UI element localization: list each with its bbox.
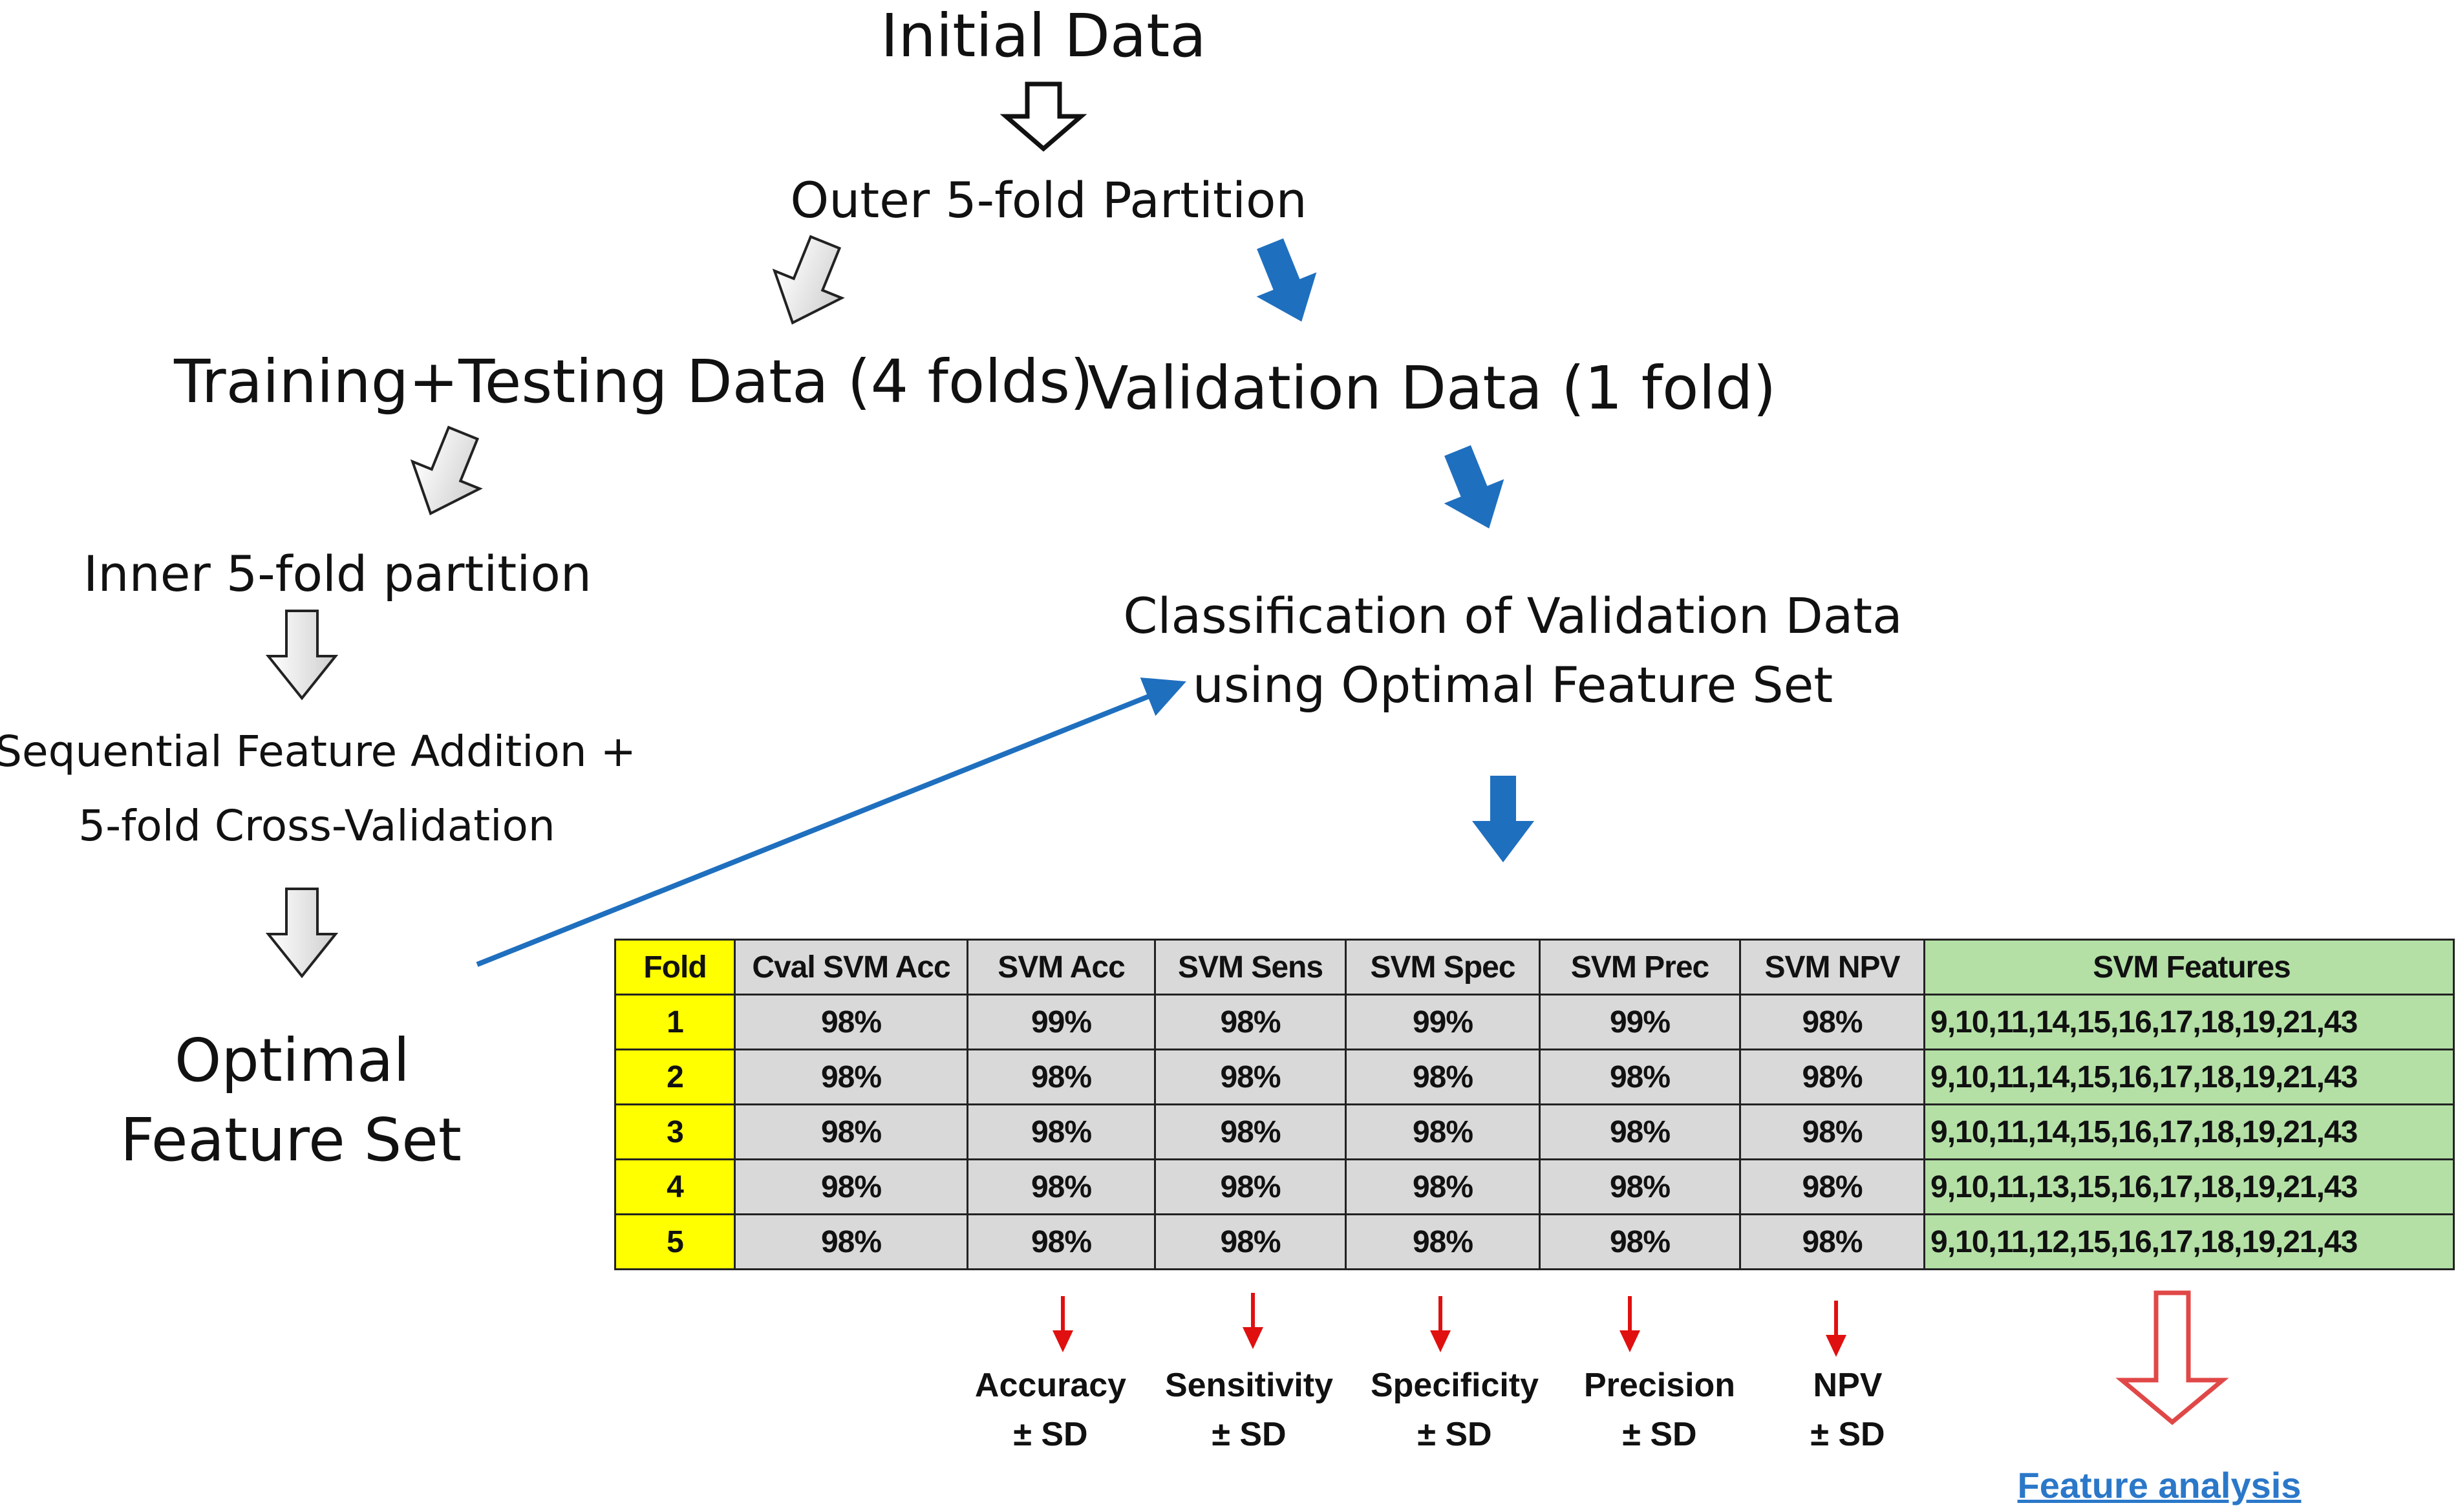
table-header-row: Fold Cval SVM Acc SVM Acc SVM Sens SVM S…	[614, 939, 2455, 996]
npv-cell: 98%	[1739, 1049, 1925, 1105]
cval-acc-cell: 98%	[734, 1049, 968, 1105]
cval-acc-cell: 98%	[734, 1158, 968, 1215]
column-header-fold: Fold	[614, 939, 736, 996]
blue-arrow-to-classification	[1444, 445, 1504, 529]
sens-cell: 98%	[1154, 1158, 1347, 1215]
metric-sd: ± SD	[1622, 1416, 1697, 1453]
spec-cell: 99%	[1345, 994, 1541, 1050]
prec-cell: 98%	[1539, 1049, 1741, 1105]
acc-cell: 98%	[967, 1103, 1156, 1160]
red-arrow-precision	[1619, 1296, 1640, 1352]
initial-data-label: Initial Data	[881, 1, 1206, 70]
validation-data-label: Validation Data (1 fold)	[1087, 354, 1777, 423]
metric-name: Accuracy	[974, 1367, 1127, 1404]
features-cell: 9,10,11,14,15,16,17,18,19,21,43	[1923, 994, 2455, 1050]
red-arrow-accuracy	[1053, 1296, 1073, 1352]
column-header-features: SVM Features	[1923, 939, 2455, 996]
red-hollow-arrow-feature-analysis	[2115, 1290, 2229, 1425]
metric-name: Sensitivity	[1164, 1367, 1334, 1404]
prec-cell: 98%	[1539, 1213, 1741, 1270]
sens-cell: 98%	[1154, 994, 1347, 1050]
table-row: 5 98% 98% 98% 98% 98% 98% 9,10,11,12,15,…	[614, 1213, 2455, 1270]
table-row: 1 98% 99% 98% 99% 99% 98% 9,10,11,14,15,…	[614, 994, 2455, 1050]
table-row: 2 98% 98% 98% 98% 98% 98% 9,10,11,14,15,…	[614, 1049, 2455, 1105]
features-cell: 9,10,11,14,15,16,17,18,19,21,43	[1923, 1049, 2455, 1105]
gray-arrow-to-inner	[410, 425, 483, 516]
metric-sd: ± SD	[1013, 1416, 1088, 1453]
red-arrow-specificity	[1430, 1296, 1451, 1352]
metric-accuracy: Accuracy ± SD	[975, 1361, 1126, 1459]
cval-acc-cell: 98%	[734, 1103, 968, 1160]
fold-cell: 2	[614, 1049, 736, 1105]
results-table: Fold Cval SVM Acc SVM Acc SVM Sens SVM S…	[614, 939, 2455, 1270]
sens-cell: 98%	[1154, 1049, 1347, 1105]
spec-cell: 98%	[1345, 1158, 1541, 1215]
metric-sd: ± SD	[1417, 1416, 1492, 1453]
prec-cell: 99%	[1539, 994, 1741, 1050]
features-cell: 9,10,11,14,15,16,17,18,19,21,43	[1923, 1103, 2455, 1160]
red-arrow-sensitivity	[1243, 1293, 1263, 1349]
table-row: 4 98% 98% 98% 98% 98% 98% 9,10,11,13,15,…	[614, 1158, 2455, 1215]
cval-acc-cell: 98%	[734, 1213, 968, 1270]
fold-cell: 3	[614, 1103, 736, 1160]
gray-arrow-to-training	[772, 235, 845, 325]
red-arrow-npv	[1826, 1301, 1846, 1357]
fold-cell: 1	[614, 994, 736, 1050]
training-data-label: Training+Testing Data (4 folds)	[174, 347, 1093, 416]
column-header-acc: SVM Acc	[967, 939, 1156, 996]
spec-cell: 98%	[1345, 1103, 1541, 1160]
optimal-label: Optimal	[174, 1026, 411, 1095]
sens-cell: 98%	[1154, 1103, 1347, 1160]
acc-cell: 98%	[967, 1158, 1156, 1215]
npv-cell: 98%	[1739, 1103, 1925, 1160]
features-cell: 9,10,11,13,15,16,17,18,19,21,43	[1923, 1158, 2455, 1215]
down-arrow-initial	[999, 81, 1087, 152]
column-header-npv: SVM NPV	[1739, 939, 1925, 996]
blue-arrow-to-validation	[1256, 238, 1317, 322]
spec-cell: 98%	[1345, 1049, 1541, 1105]
acc-cell: 98%	[967, 1213, 1156, 1270]
npv-cell: 98%	[1739, 1158, 1925, 1215]
gray-arrow-to-sequential	[265, 610, 339, 701]
sens-cell: 98%	[1154, 1213, 1347, 1270]
outer-partition-label: Outer 5-fold Partition	[790, 171, 1307, 229]
sequential-addition-label: Sequential Feature Addition +	[0, 727, 636, 776]
feature-set-label: Feature Set	[120, 1105, 462, 1175]
metric-npv: NPV ± SD	[1810, 1361, 1885, 1459]
metric-sensitivity: Sensitivity ± SD	[1165, 1361, 1333, 1459]
metric-precision: Precision ± SD	[1584, 1361, 1735, 1459]
spec-cell: 98%	[1345, 1213, 1541, 1270]
metric-sd: ± SD	[1212, 1416, 1287, 1453]
features-cell: 9,10,11,12,15,16,17,18,19,21,43	[1923, 1213, 2455, 1270]
metric-name: NPV	[1813, 1367, 1883, 1404]
blue-arrow-to-table	[1472, 776, 1534, 862]
metric-sd: ± SD	[1810, 1416, 1885, 1453]
column-header-sens: SVM Sens	[1154, 939, 1347, 996]
classification-label: Classification of Validation Data	[1123, 587, 1903, 644]
cross-validation-label: 5-fold Cross-Validation	[78, 801, 555, 851]
inner-partition-label: Inner 5-fold partition	[83, 545, 592, 602]
fold-cell: 4	[614, 1158, 736, 1215]
table-row: 3 98% 98% 98% 98% 98% 98% 9,10,11,14,15,…	[614, 1103, 2455, 1160]
metric-specificity: Specificity ± SD	[1371, 1361, 1539, 1459]
gray-arrow-to-optimal	[265, 888, 339, 979]
acc-cell: 98%	[967, 1049, 1156, 1105]
column-header-spec: SVM Spec	[1345, 939, 1541, 996]
acc-cell: 99%	[967, 994, 1156, 1050]
column-header-cval-acc: Cval SVM Acc	[734, 939, 968, 996]
fold-cell: 5	[614, 1213, 736, 1270]
npv-cell: 98%	[1739, 1213, 1925, 1270]
metric-name: Specificity	[1370, 1367, 1539, 1404]
prec-cell: 98%	[1539, 1158, 1741, 1215]
prec-cell: 98%	[1539, 1103, 1741, 1160]
feature-analysis-link[interactable]: Feature analysis	[2017, 1465, 2302, 1506]
column-header-prec: SVM Prec	[1539, 939, 1741, 996]
npv-cell: 98%	[1739, 994, 1925, 1050]
cval-acc-cell: 98%	[734, 994, 968, 1050]
metric-name: Precision	[1583, 1367, 1736, 1404]
optimal-feature-set-label: using Optimal Feature Set	[1192, 656, 1833, 714]
optimal-to-classification-line	[476, 677, 1186, 967]
